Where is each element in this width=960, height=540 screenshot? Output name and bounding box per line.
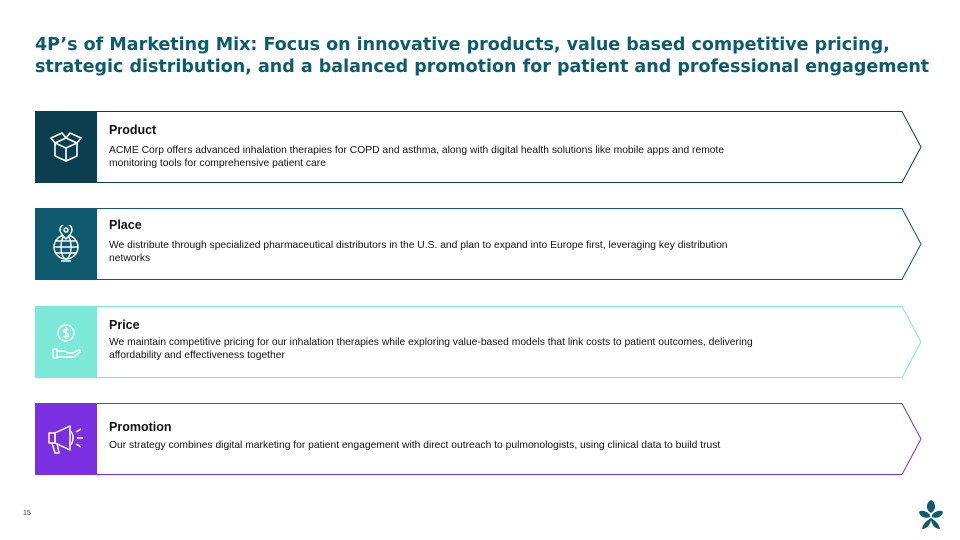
price-description-line-2: affordability and effectiveness together xyxy=(109,350,285,361)
megaphone-icon xyxy=(35,403,97,475)
place-chevron-frame xyxy=(35,208,922,280)
product-description-line-2: monitoring tools for comprehensive patie… xyxy=(109,158,326,169)
open-box-icon xyxy=(35,111,97,183)
slide-title-line-1: 4P’s of Marketing Mix: Focus on innovati… xyxy=(35,35,890,55)
price-heading: Price xyxy=(109,318,140,332)
place-description-line-2: networks xyxy=(109,253,151,264)
price-description-line-1: We maintain competitive pricing for our … xyxy=(109,337,753,348)
place-heading: Place xyxy=(109,218,142,232)
product-description-line-1: ACME Corp offers advanced inhalation the… xyxy=(109,145,725,156)
promotion-description-line-1: Our strategy combines digital marketing … xyxy=(109,440,721,451)
place-description: We distribute through specialized pharma… xyxy=(109,239,889,265)
promotion-description: Our strategy combines digital marketing … xyxy=(109,439,889,452)
promotion-chevron-frame xyxy=(35,403,922,475)
product-row: Product ACME Corp offers advanced inhala… xyxy=(35,111,922,183)
page-number: 15 xyxy=(23,510,31,517)
leaf-logo-icon xyxy=(918,498,944,537)
slide-title-line-2: strategic distribution, and a balanced p… xyxy=(35,57,930,77)
promotion-row: Promotion Our strategy combines digital … xyxy=(35,403,922,475)
product-description: ACME Corp offers advanced inhalation the… xyxy=(109,144,889,170)
price-row: Price We maintain competitive pricing fo… xyxy=(35,306,922,378)
place-description-line-1: We distribute through specialized pharma… xyxy=(109,240,728,251)
slide-title: 4P’s of Marketing Mix: Focus on innovati… xyxy=(35,34,930,78)
product-chevron-frame xyxy=(35,111,922,183)
globe-pin-icon xyxy=(35,208,97,280)
price-description: We maintain competitive pricing for our … xyxy=(109,336,889,362)
promotion-heading: Promotion xyxy=(109,420,172,434)
dollar-hand-icon xyxy=(35,306,97,378)
product-heading: Product xyxy=(109,123,157,137)
place-row: Place We distribute through specialized … xyxy=(35,208,922,280)
price-chevron-frame xyxy=(35,306,922,378)
